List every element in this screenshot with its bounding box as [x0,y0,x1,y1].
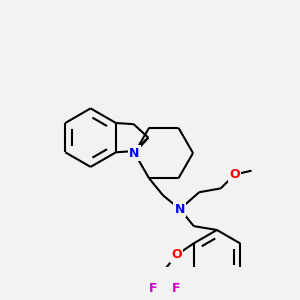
Text: N: N [175,203,185,216]
Text: O: O [171,248,182,262]
Text: O: O [229,168,240,181]
Text: N: N [129,146,140,160]
Text: F: F [149,282,158,296]
Text: F: F [172,282,181,296]
